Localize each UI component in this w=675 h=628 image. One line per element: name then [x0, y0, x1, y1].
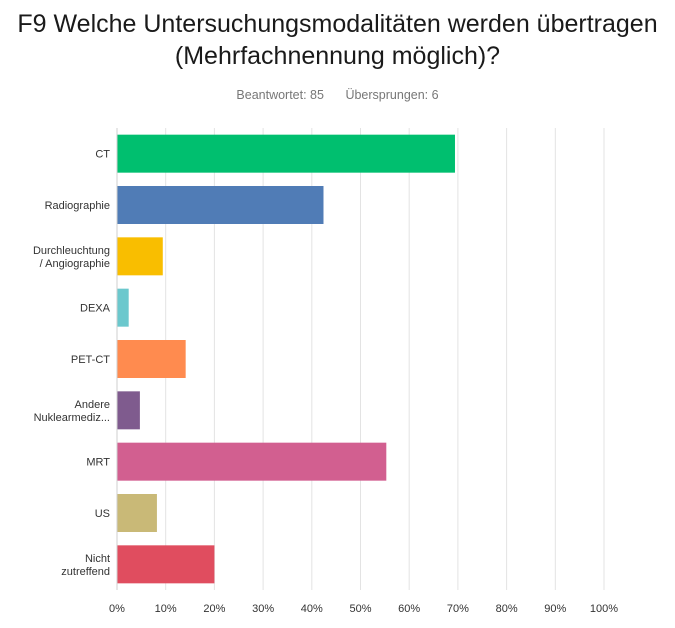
bar: [117, 391, 140, 430]
response-stats: Beantwortet: 85 Übersprungen: 6: [0, 88, 675, 102]
answered-count: Beantwortet: 85: [236, 88, 324, 102]
x-tick-label: 70%: [447, 603, 469, 615]
skipped-count: Übersprungen: 6: [345, 88, 439, 102]
bar: [117, 545, 215, 584]
category-label: Durchleuchtung: [33, 245, 110, 257]
bar: [117, 288, 129, 327]
title-line-1: F9 Welche Untersuchungsmodalitäten werde…: [17, 10, 658, 38]
title-line-2: (Mehrfachnennung möglich)?: [174, 42, 501, 70]
x-tick-label: 100%: [590, 603, 618, 615]
category-label: DEXA: [80, 303, 111, 315]
category-label: Nicht: [85, 553, 110, 565]
x-tick-label: 0%: [109, 603, 125, 615]
chart-title: F9 Welche Untersuchungsmodalitäten werde…: [0, 8, 675, 72]
bar: [117, 442, 387, 481]
x-tick-label: 90%: [544, 603, 566, 615]
x-tick-label: 50%: [349, 603, 371, 615]
bar: [117, 340, 186, 378]
category-label: zutreffend: [61, 566, 110, 578]
category-label: / Angiographie: [40, 258, 110, 270]
x-tick-label: 40%: [301, 603, 323, 615]
category-label: Nuklearmediz...: [34, 412, 110, 424]
category-label: CT: [95, 149, 110, 161]
x-tick-label: 10%: [155, 603, 177, 615]
bar: [117, 494, 157, 532]
category-label: US: [95, 508, 110, 520]
category-label: Andere: [75, 399, 110, 411]
category-label: PET-CT: [71, 354, 110, 366]
bar: [117, 134, 455, 173]
x-tick-label: 60%: [398, 603, 420, 615]
x-tick-label: 20%: [203, 603, 225, 615]
bar: [117, 237, 163, 276]
category-label: MRT: [86, 457, 110, 469]
x-tick-label: 80%: [496, 603, 518, 615]
category-label: Radiographie: [45, 200, 110, 212]
x-tick-label: 30%: [252, 603, 274, 615]
bar: [117, 186, 324, 224]
